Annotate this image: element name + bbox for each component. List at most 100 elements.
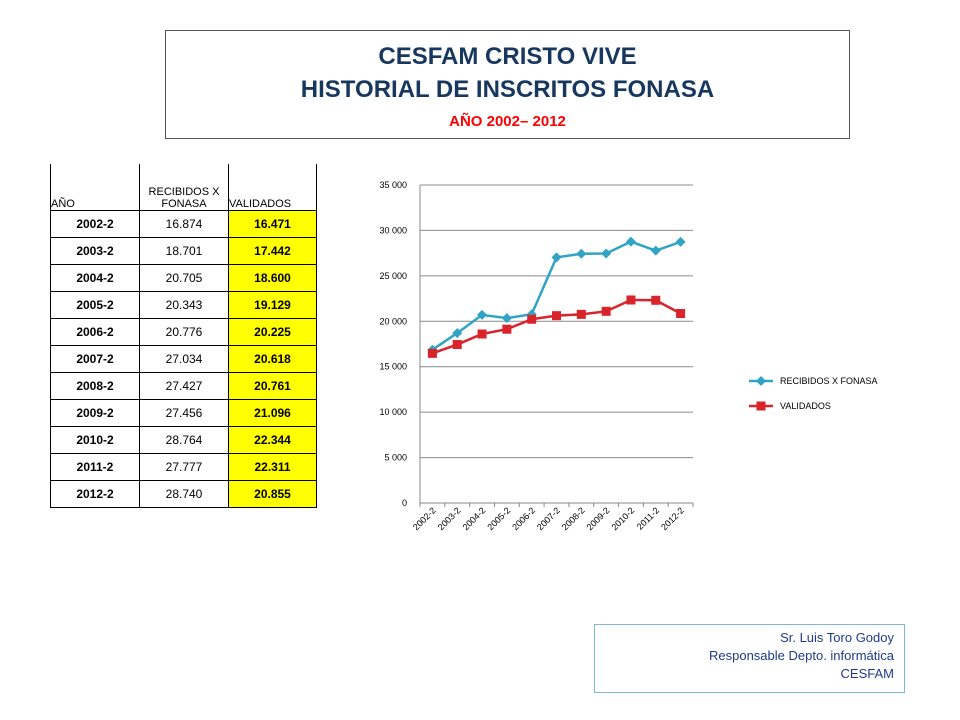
header-validados: VALIDADOS [228,164,317,211]
cell-year: 2008-2 [50,372,140,400]
x-tick-label: 2010-2 [609,505,636,532]
table-row: 2002-2 16.874 16.471 [50,210,317,238]
x-tick-label: 2003-2 [436,505,463,532]
cell-recibidos: 20.776 [139,318,229,346]
cell-validados: 19.129 [228,291,317,319]
data-point [452,340,462,350]
table-row: 2003-2 18.701 17.442 [50,237,317,265]
data-point [651,295,661,305]
x-tick-label: 2006-2 [510,505,537,532]
y-tick-label: 0 [402,498,407,508]
table-row: 2011-2 27.777 22.311 [50,453,317,481]
credit-org: CESFAM [840,666,894,681]
cell-validados: 16.471 [228,210,317,238]
cell-validados: 22.344 [228,426,317,454]
cell-year: 2002-2 [50,210,140,238]
x-tick-label: 2002-2 [411,505,438,532]
y-tick-label: 35 000 [379,180,407,190]
credit-role: Responsable Depto. informática [709,648,894,663]
credit-name: Sr. Luis Toro Godoy [780,630,894,645]
cell-validados: 18.600 [228,264,317,292]
x-tick-label: 2004-2 [461,505,488,532]
data-point [427,348,437,358]
y-tick-label: 25 000 [379,271,407,281]
legend-label: RECIBIDOS X FONASA [780,376,878,386]
data-point [601,248,612,259]
credit-box: Sr. Luis Toro Godoy Responsable Depto. i… [594,624,905,693]
cell-validados: 17.442 [228,237,317,265]
data-point [551,252,562,263]
cell-year: 2011-2 [50,453,140,481]
x-tick-label: 2007-2 [535,505,562,532]
data-point [601,306,611,316]
x-tick-label: 2012-2 [659,505,686,532]
data-point [675,236,686,247]
data-point [452,328,463,339]
title-line-3: AÑO 2002– 2012 [449,113,566,130]
cell-recibidos: 27.777 [139,453,229,481]
title-line-2: HISTORIAL DE INSCRITOS FONASA [300,76,715,103]
data-point [527,314,537,324]
line-chart: 0 5 000 10 000 15 000 20 000 25 000 30 000 35 0… [379,180,878,532]
cell-recibidos: 27.427 [139,372,229,400]
data-point [576,309,586,319]
cell-year: 2003-2 [50,237,140,265]
cell-recibidos: 20.343 [139,291,229,319]
cell-recibidos: 27.034 [139,345,229,373]
cell-year: 2010-2 [50,426,140,454]
y-tick-label: 10 000 [379,407,407,417]
x-tick-label: 2009-2 [585,505,612,532]
data-table: AÑO RECIBIDOS X FONASA VALIDADOS 2002-2 1… [50,164,317,508]
cell-validados: 20.855 [228,480,317,508]
cell-validados: 20.761 [228,372,317,400]
data-point [625,236,636,247]
header-year: AÑO [50,164,140,211]
cell-recibidos: 16.874 [139,210,229,238]
table-row: 2004-2 20.705 18.600 [50,264,317,292]
cell-validados: 21.096 [228,399,317,427]
cell-validados: 20.618 [228,345,317,373]
data-point [502,324,512,334]
cell-year: 2009-2 [50,399,140,427]
cell-year: 2007-2 [50,345,140,373]
title-box: CESFAM CRISTO VIVE HISTORIAL DE INSCRITO… [165,30,850,139]
table-row: 2005-2 20.343 19.129 [50,291,317,319]
x-tick-label: 2011-2 [635,505,661,531]
y-tick-label: 15 000 [379,362,407,372]
cell-year: 2006-2 [50,318,140,346]
cell-validados: 22.311 [228,453,317,481]
table-header: AÑO RECIBIDOS X FONASA VALIDADOS [50,164,317,211]
data-point [552,311,561,321]
legend-marker [756,401,766,411]
table-row: 2012-2 28.740 20.855 [50,480,317,508]
data-point [477,329,487,339]
table-row: 2010-2 28.764 22.344 [50,426,317,454]
title-line-1: CESFAM CRISTO VIVE [378,43,637,70]
data-point [676,309,686,319]
cell-recibidos: 27.456 [139,399,229,427]
table-row: 2007-2 27.034 20.618 [50,345,317,373]
table-row: 2006-2 20.776 20.225 [50,318,317,346]
cell-year: 2005-2 [50,291,140,319]
cell-year: 2012-2 [50,480,140,508]
data-point [650,245,661,256]
cell-validados: 20.225 [228,318,317,346]
data-point [626,295,636,305]
y-tick-label: 5 000 [384,453,407,463]
table-row: 2009-2 27.456 21.096 [50,399,317,427]
legend-marker [756,376,766,386]
y-tick-label: 30 000 [379,225,407,235]
header-recibidos: RECIBIDOS X FONASA [139,164,229,211]
cell-recibidos: 28.764 [139,426,229,454]
cell-recibidos: 28.740 [139,480,229,508]
cell-year: 2004-2 [50,264,140,292]
data-point [576,248,587,259]
cell-recibidos: 20.705 [139,264,229,292]
series-line [431,298,682,355]
x-tick-label: 2005-2 [485,505,512,532]
y-tick-label: 20 000 [379,316,407,326]
legend-label: VALIDADOS [780,401,831,411]
data-point [501,313,512,324]
data-point [477,309,488,320]
cell-recibidos: 18.701 [139,237,229,265]
